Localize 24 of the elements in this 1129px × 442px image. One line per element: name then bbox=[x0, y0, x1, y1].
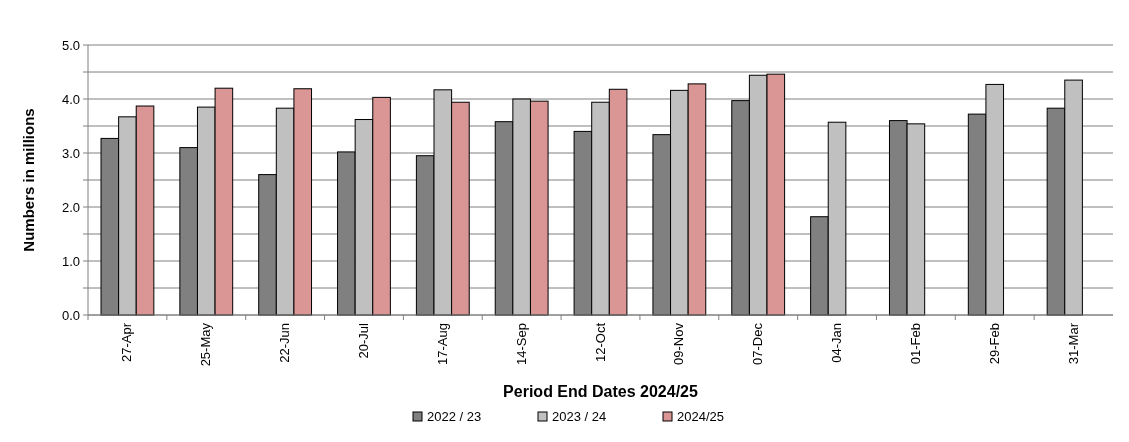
x-tick-label: 09-Nov bbox=[671, 322, 687, 365]
x-tick-label: 12-Oct bbox=[592, 322, 608, 363]
legend-label: 2024/25 bbox=[677, 409, 724, 424]
y-axis-title: Numbers in millions bbox=[20, 108, 37, 252]
x-tick-label: 01-Feb bbox=[907, 323, 923, 365]
y-tick-label: 1.0 bbox=[61, 253, 80, 269]
x-tick-label: 07-Dec bbox=[750, 322, 766, 365]
x-tick-label: 25-May bbox=[198, 322, 214, 367]
x-tick-label: 29-Feb bbox=[986, 323, 1002, 365]
x-tick-label: 27-Apr bbox=[119, 322, 135, 363]
legend-label: 2023 / 24 bbox=[552, 409, 607, 424]
x-tick-label: 04-Jan bbox=[829, 323, 845, 363]
y-tick-label: 5.0 bbox=[61, 37, 80, 53]
y-tick-label: 0.0 bbox=[61, 307, 80, 323]
y-tick-label: 2.0 bbox=[61, 199, 80, 215]
x-tick-label: 20-Jul bbox=[355, 322, 371, 359]
y-tick-label: 4.0 bbox=[61, 91, 80, 107]
x-axis-title: Period End Dates 2024/25 bbox=[503, 383, 698, 400]
y-tick-label: 3.0 bbox=[61, 145, 80, 161]
x-tick-label: 14-Sep bbox=[513, 323, 529, 365]
x-tick-label: 17-Aug bbox=[434, 323, 450, 365]
legend-label: 2022 / 23 bbox=[427, 409, 482, 424]
x-tick-label: 22-Jun bbox=[277, 323, 293, 363]
x-tick-label: 31-Mar bbox=[1065, 322, 1081, 365]
